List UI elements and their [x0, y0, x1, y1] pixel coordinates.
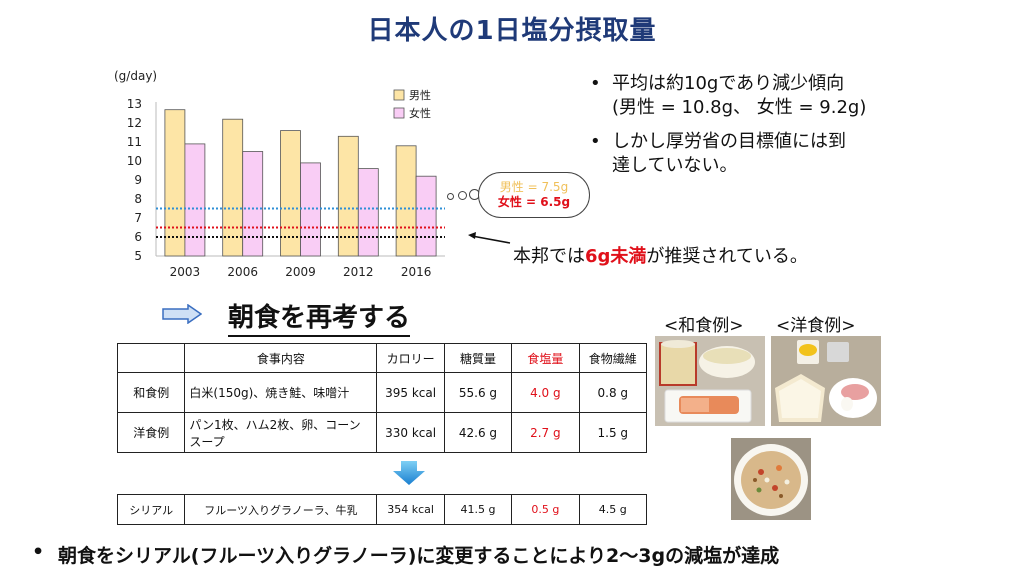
section-title: 朝食を再考する: [228, 297, 411, 337]
bar: [337, 135, 359, 257]
x-tick-label: 2003: [170, 265, 201, 279]
bar: [242, 151, 264, 257]
table-header-row: 食事内容 カロリー 糖質量 食塩量 食物繊維: [116, 343, 648, 373]
down-arrow-icon: [393, 461, 425, 485]
bullet-target: しかし厚労省の目標値には到 達していない。: [584, 130, 1004, 178]
y-tick-label: 9: [134, 173, 142, 187]
x-tick-label: 2009: [285, 265, 316, 279]
japanese-example-label: <和食例>: [664, 316, 744, 336]
right-arrow-icon: [162, 304, 202, 324]
summary-bullets: 平均は約10gであり減少傾向 (男性 = 10.8g、 女性 = 9.2g) し…: [584, 72, 1004, 178]
bar: [395, 145, 417, 257]
legend-label: 男性: [409, 88, 431, 102]
legend-label: 女性: [409, 106, 431, 120]
recommendation-note: 本邦では6g未満が推奨されている。: [513, 246, 808, 267]
western-breakfast-photo: [771, 336, 881, 426]
y-tick-label: 10: [127, 154, 142, 168]
pointer-arrow-icon: [468, 232, 511, 244]
bubble-male: 男性 = 7.5g: [499, 180, 569, 194]
y-tick-label: 11: [127, 135, 142, 149]
japanese-breakfast-photo: [655, 336, 765, 426]
y-tick-label: 13: [127, 97, 142, 111]
bar: [164, 109, 186, 257]
bar: [415, 175, 437, 257]
cereal-photo: [731, 438, 811, 520]
x-tick-label: 2006: [227, 265, 258, 279]
table-row: 洋食例 パン1枚、ハム2枚、卵、コーンスープ 330 kcal 42.6 g 2…: [116, 412, 648, 453]
bubble-dot: [447, 193, 454, 200]
y-tick-label: 5: [134, 249, 142, 263]
y-tick-label: 8: [134, 192, 142, 206]
bubble-female: 女性 = 6.5g: [497, 195, 571, 209]
y-tick-label: 7: [134, 211, 142, 225]
target-bubble: 男性 = 7.5g 女性 = 6.5g: [478, 172, 590, 218]
legend-swatch: [393, 89, 405, 101]
page-title: 日本人の1日塩分摂取量: [367, 16, 657, 46]
bar: [184, 143, 206, 257]
legend-swatch: [393, 107, 405, 119]
bullet-trend: 平均は約10gであり減少傾向 (男性 = 10.8g、 女性 = 9.2g): [584, 72, 1004, 120]
table-row: 和食例 白米(150g)、焼き鮭、味噌汁 395 kcal 55.6 g 4.0…: [116, 372, 648, 413]
cereal-table: シリアル フルーツ入りグラノーラ、牛乳 354 kcal 41.5 g 0.5 …: [116, 494, 648, 525]
western-example-label: <洋食例>: [776, 316, 856, 336]
breakfast-comparison-table: 食事内容 カロリー 糖質量 食塩量 食物繊維 和食例 白米(150g)、焼き鮭、…: [116, 343, 648, 453]
conclusion-bullet: 朝食をシリアル(フルーツ入りグラノーラ)に変更することにより2〜3gの減塩が達成: [30, 541, 779, 568]
y-axis-label: (g/day): [114, 69, 157, 83]
table-row: シリアル フルーツ入りグラノーラ、牛乳 354 kcal 41.5 g 0.5 …: [116, 494, 648, 525]
x-tick-label: 2016: [401, 265, 432, 279]
x-tick-label: 2012: [343, 265, 374, 279]
bar: [222, 118, 244, 257]
bar: [357, 168, 379, 257]
salt-intake-bar-chart: (g/day) 5 6 7 8 9 10 11 12 13 2003 2006 2009 2012 2016…: [114, 69, 445, 279]
bubble-dot: [458, 191, 467, 200]
y-tick-label: 12: [127, 116, 142, 130]
y-tick-label: 6: [134, 230, 142, 244]
